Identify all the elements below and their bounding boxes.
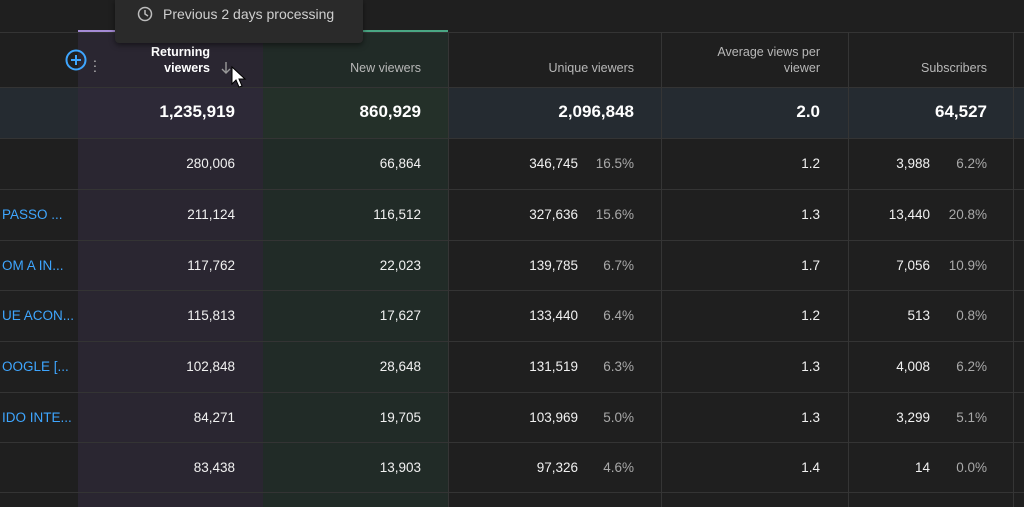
cell-subscribers-percent: 5.1% [956,409,987,425]
cell-subscribers: 7,056 [896,257,930,273]
cell-subscribers-percent: 20.8% [948,206,987,222]
cell-unique-viewers: 327,636 [529,206,578,222]
total-subscribers: 64,527 [935,102,987,121]
divider [1013,32,1014,507]
divider [0,240,1024,241]
divider [0,87,1024,88]
cell-subscribers: 13,440 [888,206,930,222]
cell-average-views: 1.3 [801,358,820,374]
cell-new-viewers: 66,864 [379,155,421,171]
cell-subscribers-percent: 10.9% [948,257,987,273]
cell-returning-viewers: 280,006 [186,155,235,171]
cell-subscribers: 513 [907,307,930,323]
video-title-link[interactable]: UE ACON... [2,307,75,323]
cell-unique-viewers: 103,969 [529,409,578,425]
cell-unique-viewers-percent: 6.7% [603,257,634,273]
table-row[interactable]: OM A IN... 117,762 22,023 139,785 6.7% 1.7 7,0… [0,240,1024,290]
more-options-icon[interactable]: · · · [92,52,98,78]
divider [0,138,1024,139]
table-row[interactable]: OOGLE [... 102,848 28,648 131,519 6.3% 1.3 4,0… [0,341,1024,391]
cell-new-viewers: 19,705 [379,409,421,425]
mouse-cursor-icon [231,66,247,88]
cell-new-viewers: 116,512 [373,206,421,222]
column-header-new-viewers[interactable]: New viewers [350,61,421,75]
cell-subscribers-percent: 6.2% [956,358,987,374]
table-row[interactable]: 280,006 66,864 346,745 16.5% 1.2 3,988 6.2% [0,138,1024,188]
cell-returning-viewers: 115,813 [187,307,235,323]
video-title-link[interactable]: OM A IN... [2,257,64,273]
cell-subscribers: 14 [914,459,930,475]
cell-returning-viewers: 84,271 [193,409,235,425]
divider [0,492,1024,493]
table-row[interactable]: PASSO ... 211,124 116,512 327,636 15.6% 1.3 13… [0,189,1024,239]
sort-descending-icon[interactable] [219,60,233,76]
totals-row [0,87,1024,138]
cell-average-views: 1.4 [801,459,820,475]
cell-subscribers-percent: 0.0% [956,459,987,475]
cell-returning-viewers: 211,124 [187,206,235,222]
cell-unique-viewers-percent: 6.3% [603,358,634,374]
total-returning-viewers: 1,235,919 [159,102,235,121]
cell-average-views: 1.2 [801,307,820,323]
processing-tooltip: Previous 2 days processing [115,0,363,43]
cell-unique-viewers: 139,785 [529,257,578,273]
video-title-link[interactable]: PASSO ... [2,206,63,222]
total-average-views: 2.0 [796,102,820,121]
divider [448,32,449,507]
add-column-icon[interactable] [65,49,87,71]
cell-new-viewers: 13,903 [379,459,421,475]
cell-subscribers: 3,988 [896,155,930,171]
cell-unique-viewers: 131,519 [529,358,578,374]
cell-unique-viewers-percent: 15.6% [595,206,634,222]
video-title-link[interactable]: IDO INTE... [2,409,72,425]
clock-icon [137,6,153,21]
divider [0,290,1024,291]
cell-returning-viewers: 102,848 [186,358,235,374]
video-title-link[interactable] [2,138,77,188]
cell-average-views: 1.3 [801,206,820,222]
cell-unique-viewers-percent: 16.5% [595,155,634,171]
cell-returning-viewers: 83,438 [193,459,235,475]
cell-returning-viewers: 117,762 [187,257,235,273]
column-header-subscribers[interactable]: Subscribers [921,61,987,75]
cell-new-viewers: 28,648 [379,358,421,374]
table-row[interactable]: 83,438 13,903 97,326 4.6% 1.4 14 0.0% [0,442,1024,492]
video-title-link[interactable]: OOGLE [... [2,358,69,374]
cell-subscribers-percent: 0.8% [956,307,987,323]
table-row[interactable]: IDO INTE... 84,271 19,705 103,969 5.0% 1.3 3,2… [0,392,1024,442]
cell-subscribers-percent: 6.2% [956,155,987,171]
column-header-average-views-per-viewer[interactable]: Average views per viewer [717,45,820,75]
divider [0,442,1024,443]
cell-average-views: 1.7 [801,257,820,273]
cell-unique-viewers: 346,745 [529,155,578,171]
cell-new-viewers: 17,627 [379,307,421,323]
cell-unique-viewers-percent: 5.0% [603,409,634,425]
table-row[interactable]: UE ACON... 115,813 17,627 133,440 6.4% 1.2 513… [0,290,1024,340]
divider [0,341,1024,342]
divider [661,32,662,507]
cell-subscribers: 3,299 [896,409,930,425]
total-new-viewers: 860,929 [359,102,421,121]
total-unique-viewers: 2,096,848 [558,102,634,121]
cell-average-views: 1.3 [801,409,820,425]
cell-unique-viewers-percent: 6.4% [603,307,634,323]
column-header-returning-viewers[interactable]: Returning viewers [150,45,210,75]
cell-unique-viewers-percent: 4.6% [603,459,634,475]
cell-new-viewers: 22,023 [379,257,421,273]
cell-unique-viewers: 133,440 [529,307,578,323]
cell-unique-viewers: 97,326 [536,459,578,475]
divider [848,32,849,507]
divider [0,32,1024,33]
divider [0,392,1024,393]
cell-subscribers: 4,008 [896,358,930,374]
column-header-unique-viewers[interactable]: Unique viewers [548,61,634,75]
cell-average-views: 1.2 [801,155,820,171]
divider [0,189,1024,190]
video-title-link[interactable] [2,442,77,492]
